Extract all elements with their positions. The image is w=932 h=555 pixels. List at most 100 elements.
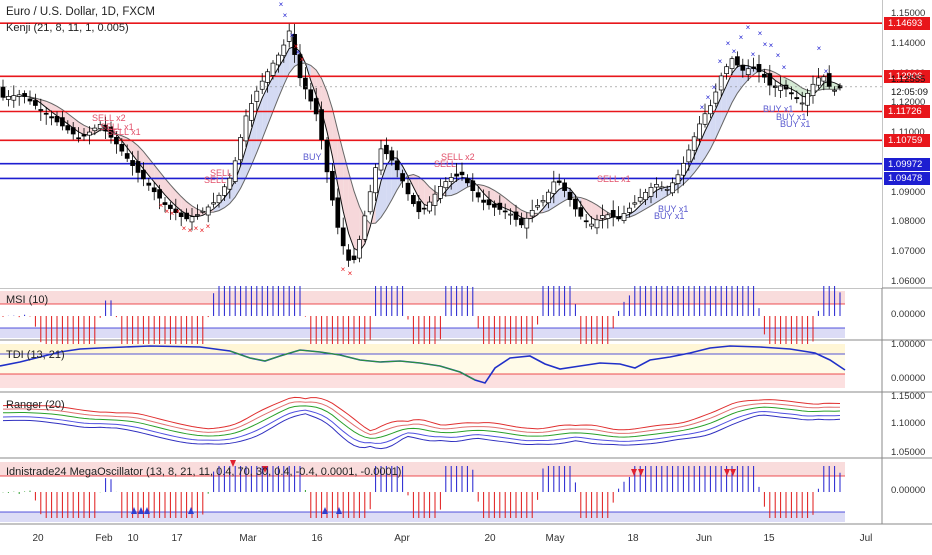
candle-body <box>449 177 453 181</box>
candle-body <box>638 197 642 201</box>
candle-body <box>390 151 394 160</box>
candle-body <box>233 161 237 182</box>
time-tick-label: 15 <box>763 533 774 544</box>
candle-body <box>822 77 826 81</box>
candle-body <box>6 96 10 99</box>
buy-marker: × <box>751 50 756 59</box>
candle-body <box>363 216 367 239</box>
candle-body <box>190 217 194 222</box>
candle-body <box>136 161 140 172</box>
candle-body <box>800 103 804 104</box>
candle-body <box>546 192 550 203</box>
candle-body <box>352 256 356 260</box>
price-tick-label: 1.06000 <box>891 276 925 287</box>
candle-body <box>768 74 772 86</box>
sell-marker: × <box>200 226 205 235</box>
buy-marker: × <box>758 29 763 38</box>
candle-body <box>584 221 588 222</box>
candle-body <box>309 90 313 101</box>
candle-body <box>557 181 561 183</box>
price-tick-label: 1.14000 <box>891 38 925 49</box>
candle-body <box>503 211 507 212</box>
candle-body <box>752 67 756 69</box>
candle-body <box>595 220 599 228</box>
candle-body <box>606 215 610 219</box>
candle-body <box>811 84 815 95</box>
candle-body <box>498 203 502 209</box>
candle-body <box>600 216 604 219</box>
candle-body <box>320 110 324 140</box>
candle-body <box>741 65 745 70</box>
candle-body <box>314 99 318 114</box>
candle-body <box>44 113 48 114</box>
sell-marker: × <box>176 207 181 216</box>
sell-marker: × <box>206 222 211 231</box>
candle-body <box>627 208 631 212</box>
indicator-megaoscillator-title[interactable]: Idnistrade24 MegaOscillator (13, 8, 21, … <box>6 466 401 478</box>
symbol-title[interactable]: Euro / U.S. Dollar, 1D, FXCM <box>6 6 155 18</box>
buy-marker: × <box>824 67 829 76</box>
candle-body <box>141 170 145 179</box>
candle-body <box>39 110 43 111</box>
candle-body <box>206 207 210 215</box>
current-price-label: 1.12555 <box>891 74 925 85</box>
candle-body <box>806 93 810 105</box>
candle-body <box>93 128 97 131</box>
candle-body <box>212 203 216 204</box>
buy-marker: × <box>776 51 781 60</box>
indicator-kenji-title[interactable]: Kenji (21, 8, 11, 1, 0.005) <box>6 22 129 34</box>
buy-marker: × <box>782 63 787 72</box>
candle-body <box>719 76 723 90</box>
time-tick-label: Mar <box>239 533 256 544</box>
candle[interactable] <box>357 236 361 263</box>
buy-marker: × <box>769 41 774 50</box>
candle-body <box>795 98 799 99</box>
indicator-msi-title[interactable]: MSI (10) <box>6 294 48 306</box>
candle-body <box>725 67 729 74</box>
candle-body <box>735 57 739 65</box>
candle-body <box>476 193 480 197</box>
candle-body <box>195 215 199 216</box>
candle-body <box>255 91 259 101</box>
candle-body <box>471 181 475 191</box>
candle-body <box>374 168 378 193</box>
time-tick-label: 10 <box>127 533 138 544</box>
candle-body <box>12 96 16 101</box>
candle-body <box>757 64 761 71</box>
candle-body <box>460 172 464 175</box>
sell-signal-label: SELL <box>434 159 456 169</box>
candle-body <box>244 116 248 141</box>
candle-body <box>120 144 124 151</box>
price-tick-label: 1.08000 <box>891 216 925 227</box>
candle-body <box>703 114 707 125</box>
candle-body <box>833 90 837 91</box>
candle-body <box>671 183 675 193</box>
time-tick-label: Jun <box>696 533 712 544</box>
candle-body <box>465 178 469 182</box>
candle-body <box>633 203 637 204</box>
candle-body <box>568 192 572 199</box>
main-pane[interactable]: ×××××××××××××××××××××××××××××××××SELL x2… <box>0 0 882 288</box>
candle-body <box>271 63 275 75</box>
time-tick-label: 18 <box>627 533 638 544</box>
candle[interactable] <box>233 157 237 184</box>
candle-body <box>611 210 615 217</box>
sell-marker: × <box>348 269 353 278</box>
candle-body <box>406 183 410 194</box>
candle-body <box>422 208 426 209</box>
buy-marker: × <box>817 44 822 53</box>
sell-marker: × <box>188 226 193 235</box>
candle-body <box>676 175 680 184</box>
candle-body <box>357 240 361 259</box>
time-tick-label: Feb <box>95 533 112 544</box>
tdi-pane[interactable] <box>0 344 845 388</box>
candle-body <box>249 104 253 121</box>
candle-body <box>698 124 702 139</box>
candle-body <box>266 72 270 83</box>
indicator-tdi-title[interactable]: TDI (13, 21) <box>6 349 65 361</box>
candle-body <box>536 205 540 207</box>
candle-body <box>276 55 280 65</box>
msi-upper-band <box>0 291 845 304</box>
indicator-ranger-title[interactable]: Ranger (20) <box>6 399 65 411</box>
